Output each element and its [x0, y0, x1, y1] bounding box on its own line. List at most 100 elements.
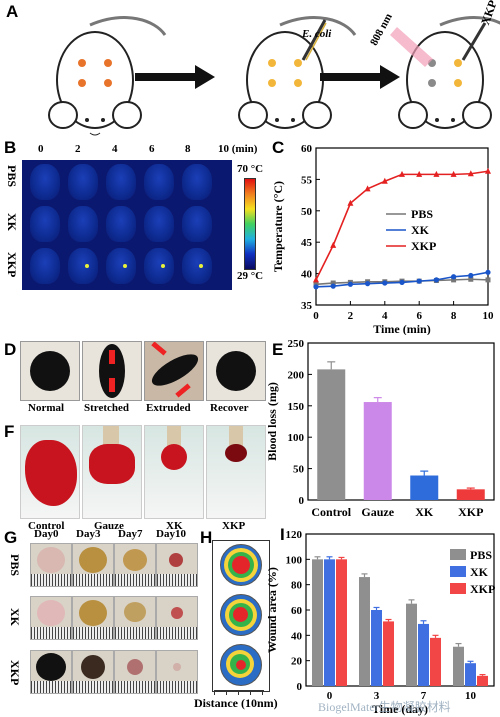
bar-pbs [359, 577, 370, 686]
data-point [330, 283, 336, 289]
y-tick-label: 120 [286, 529, 303, 541]
data-point [451, 274, 457, 280]
data-point [468, 272, 474, 279]
gel-photo-extruded [144, 341, 204, 401]
bar-xk [324, 559, 335, 686]
gel-photo-normal [20, 341, 80, 401]
legend-label: XKP [470, 582, 495, 596]
wound-photo [156, 596, 198, 640]
bleeding-photo-xkp [206, 425, 266, 519]
legend-label: XK [470, 565, 489, 579]
y-tick-label: 250 [288, 338, 305, 350]
scale-max-label: 70 °C [237, 163, 264, 175]
category-label: XK [415, 505, 434, 519]
thermal-image-grid [22, 160, 232, 290]
arrow-right-icon [320, 65, 400, 89]
category-label: Gauze [361, 505, 394, 519]
data-point [381, 177, 388, 184]
data-point [450, 170, 457, 177]
bleeding-photo-xk [144, 425, 204, 519]
panel-label-g: G [4, 528, 18, 547]
data-point [451, 277, 457, 283]
day-label: Day10 [156, 528, 186, 540]
distance-label: Distance (10nm) [194, 696, 278, 710]
legend-swatch [450, 583, 466, 594]
blood-loss-chart: 0 50 100 150 200 250 Blood loss (mg) Control Gau… [265, 338, 495, 519]
data-point [416, 278, 422, 284]
bar-xkp [336, 559, 347, 686]
data-point [365, 281, 371, 287]
bar [317, 369, 346, 500]
y-tick-label: 20 [291, 656, 303, 668]
time-label: 6 [149, 143, 155, 155]
y-axis-label: Temperature (°C) [271, 181, 285, 272]
legend-label: PBS [470, 548, 492, 562]
data-point [347, 199, 354, 206]
legend-swatch [450, 566, 466, 577]
y-tick-label: 0 [299, 495, 305, 507]
data-point [382, 280, 388, 286]
wound-photo [72, 596, 114, 640]
bar-xk [418, 623, 429, 686]
panel-label-i: I [280, 525, 285, 544]
color-scale-bar [244, 178, 256, 270]
arrow-right-icon [135, 65, 215, 89]
bleeding-label-xkp: XKP [222, 520, 246, 532]
x-axis-label: Time (day) [372, 702, 428, 716]
category-label: 10 [465, 690, 477, 702]
day-label: Day7 [118, 528, 143, 540]
data-point [467, 170, 474, 177]
y-tick-label: 0 [297, 681, 303, 693]
time-label: 2 [75, 143, 81, 155]
wound-photo [72, 650, 114, 694]
y-axis-label: Wound area (%) [265, 567, 279, 653]
data-point [485, 277, 491, 283]
y-tick-label: 45 [301, 237, 313, 249]
distance-axis-ticks [214, 690, 264, 695]
panel-label-a: A [6, 2, 19, 21]
bar [363, 402, 392, 500]
mouse-1-icon [48, 16, 167, 136]
bar [410, 475, 439, 500]
panel-label-b: B [4, 138, 17, 157]
g-row-label-pbs: PBS [8, 554, 22, 577]
wound-photo [30, 543, 72, 587]
time-label: 10 (min) [218, 143, 258, 155]
x-tick-label: 4 [382, 310, 388, 322]
mouse-3-icon [390, 16, 500, 129]
x-tick-label: 10 [483, 310, 495, 322]
data-point [364, 185, 371, 192]
y-tick-label: 35 [301, 300, 313, 312]
row-label-xkp: XKP [5, 252, 19, 278]
time-label: 4 [112, 143, 118, 155]
data-point [330, 280, 336, 286]
y-tick-label: 50 [293, 464, 305, 476]
category-label: 0 [327, 690, 333, 702]
scale-min-label: 29 °C [237, 270, 264, 282]
data-point [399, 279, 405, 285]
data-point [330, 241, 337, 248]
data-point [468, 276, 474, 282]
gel-label-recover: Recover [210, 402, 249, 414]
x-tick-label: 8 [451, 310, 457, 322]
mouse-2-icon [238, 16, 357, 129]
time-label: 0 [38, 143, 44, 155]
x-tick-label: 0 [313, 310, 319, 322]
bar-pbs [312, 559, 323, 686]
wound-photo [114, 650, 156, 694]
wound-contour-pbs [220, 544, 262, 586]
gel-photo-stretched [82, 341, 142, 401]
y-tick-label: 80 [291, 580, 303, 592]
y-tick-label: 200 [288, 369, 305, 381]
y-tick-label: 100 [286, 554, 303, 566]
y-tick-label: 60 [301, 143, 313, 155]
data-point [399, 170, 405, 177]
bar-xkp [430, 637, 441, 686]
y-tick-label: 40 [301, 269, 313, 281]
panel-label-e: E [272, 340, 284, 359]
series-line-xkp [315, 170, 489, 281]
panel-label-h: H [200, 528, 213, 547]
watermark: BiogelMater生物凝胶材料 [318, 700, 451, 714]
wound-photo [72, 543, 114, 587]
bar-pbs [453, 646, 464, 686]
